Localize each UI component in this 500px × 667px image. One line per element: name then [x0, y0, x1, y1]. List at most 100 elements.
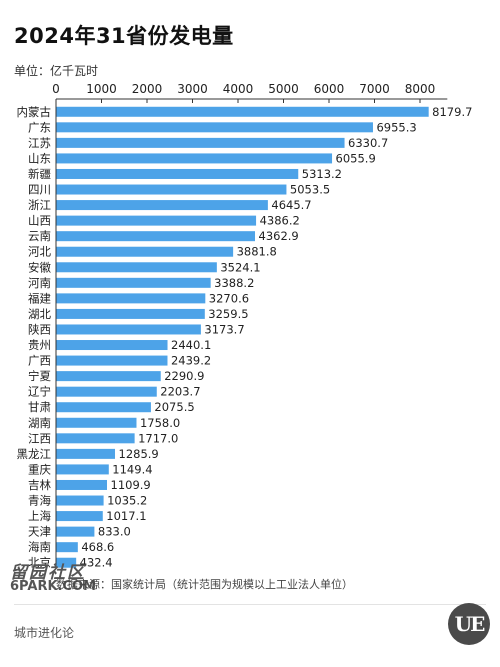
category-label: 湖南 [28, 416, 51, 430]
data-label: 2290.9 [164, 369, 204, 383]
category-label: 宁夏 [28, 369, 51, 383]
watermark-text: 留园社区 [10, 563, 86, 583]
x-tick-label: 1000 [86, 82, 117, 96]
data-label: 2439.2 [171, 354, 211, 368]
x-tick-label: 3000 [177, 82, 208, 96]
bar-chart: 0 1000 2000 3000 4000 5000 6000 7000 8000 内蒙古 8179… [17, 82, 472, 568]
data-label: 2203.7 [160, 385, 200, 399]
data-label: 3388.2 [214, 276, 254, 290]
footer-brand: 城市进化论 [14, 626, 75, 640]
x-tick-label: 2000 [132, 82, 163, 96]
data-label: 3259.5 [208, 307, 248, 321]
data-label: 1109.9 [111, 478, 151, 492]
category-label: 山东 [28, 151, 51, 165]
data-label: 1035.2 [107, 494, 147, 508]
bar [56, 479, 108, 490]
bar [56, 122, 373, 133]
data-label: 1149.4 [112, 462, 152, 476]
bar [56, 262, 217, 273]
bar [56, 137, 345, 148]
data-label: 2075.5 [154, 400, 194, 414]
data-label: 833.0 [98, 525, 131, 539]
bar [56, 106, 429, 117]
category-label: 北京 [28, 556, 51, 568]
data-label: 468.6 [81, 540, 114, 554]
data-label: 5053.5 [290, 183, 330, 197]
category-label: 云南 [28, 229, 51, 243]
category-label: 重庆 [28, 462, 51, 476]
category-label: 黑龙江 [17, 447, 52, 461]
bar [56, 324, 201, 335]
data-label: 3881.8 [237, 245, 277, 259]
data-label: 4645.7 [271, 198, 311, 212]
category-label: 福建 [28, 291, 51, 305]
data-label: 3270.6 [209, 291, 249, 305]
category-label: 辽宁 [28, 385, 51, 399]
data-label: 432.4 [80, 556, 113, 568]
source-note: 数据来源：国家统计局（统计范围为规模以上工业法人单位） [56, 578, 353, 591]
category-label: 江苏 [28, 136, 51, 150]
bar [56, 184, 287, 195]
bar [56, 355, 168, 366]
bar [56, 153, 333, 164]
x-tick-label: 0 [52, 82, 60, 96]
bar [56, 511, 103, 522]
category-label: 内蒙古 [17, 105, 52, 119]
category-label: 江西 [28, 431, 51, 445]
category-label: 海南 [28, 540, 51, 554]
bar [56, 433, 135, 444]
x-tick-label: 4000 [223, 82, 254, 96]
category-label: 天津 [28, 525, 51, 539]
data-label: 6330.7 [348, 136, 388, 150]
bar [56, 386, 157, 397]
data-label: 1285.9 [119, 447, 159, 461]
bar [56, 293, 206, 304]
category-label: 青海 [28, 494, 51, 508]
bar [56, 215, 257, 226]
category-label: 河北 [28, 245, 51, 259]
bar [56, 168, 299, 179]
bar [56, 200, 268, 211]
category-label: 新疆 [28, 167, 51, 181]
category-label: 广东 [28, 120, 51, 134]
data-label: 5313.2 [302, 167, 342, 181]
x-tick-label: 6000 [314, 82, 345, 96]
category-label: 湖北 [28, 307, 51, 321]
category-label: 山西 [28, 214, 51, 228]
data-label: 1017.1 [106, 509, 146, 523]
data-label: 6955.3 [376, 120, 416, 134]
watermark: 留园社区 6PARK.COM [10, 563, 96, 594]
category-label: 甘肃 [28, 400, 51, 414]
bar [56, 417, 137, 428]
data-label: 4386.2 [260, 214, 300, 228]
bar [56, 371, 161, 382]
category-label: 广西 [28, 354, 51, 368]
divider [14, 604, 486, 605]
bar [56, 277, 211, 288]
bar [56, 495, 104, 506]
data-label: 1758.0 [140, 416, 180, 430]
category-label: 陕西 [28, 322, 51, 336]
category-label: 吉林 [28, 478, 51, 492]
unit-label: 单位：亿千瓦时 [14, 64, 99, 78]
chart-title: 2024年31省份发电量 [14, 24, 234, 48]
data-label: 1717.0 [138, 431, 178, 445]
brand-logo: UE [448, 603, 490, 645]
data-label: 8179.7 [432, 105, 472, 119]
data-label: 6055.9 [336, 151, 376, 165]
bar [56, 231, 256, 242]
bar [56, 542, 78, 553]
bar [56, 246, 234, 257]
x-tick-label: 5000 [268, 82, 299, 96]
category-label: 贵州 [28, 338, 51, 352]
bar [56, 308, 205, 319]
data-label: 3173.7 [204, 322, 244, 336]
data-label: 4362.9 [259, 229, 299, 243]
bar [56, 402, 151, 413]
category-label: 四川 [28, 183, 51, 197]
bar [56, 448, 116, 459]
bar [56, 557, 77, 568]
bar [56, 340, 168, 351]
x-tick-label: 8000 [405, 82, 436, 96]
data-label: 2440.1 [171, 338, 211, 352]
